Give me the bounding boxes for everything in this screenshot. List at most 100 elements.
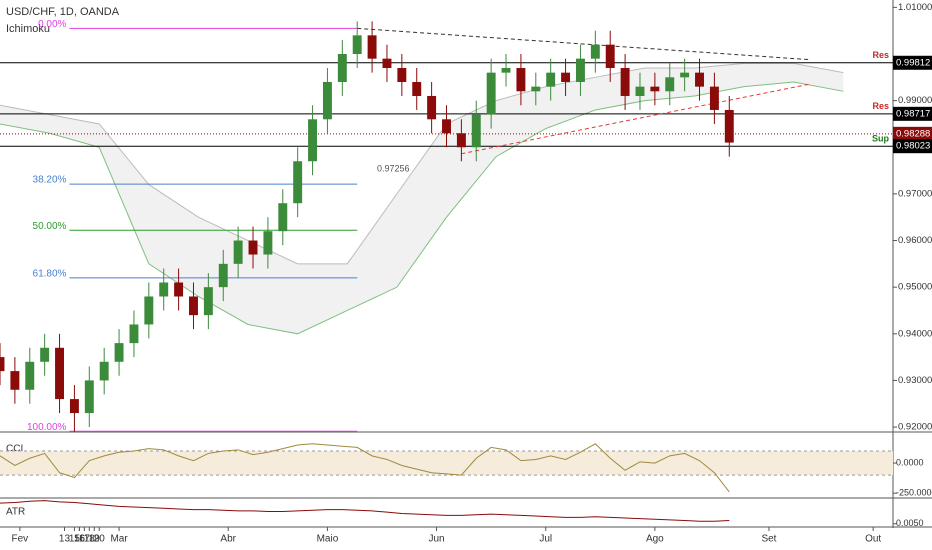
- candle-body: [337, 54, 347, 82]
- candle-body: [561, 72, 571, 82]
- candle-body: [486, 72, 496, 115]
- candle-body: [680, 72, 690, 78]
- fib-label: 0.00%: [38, 19, 66, 30]
- candle-body: [293, 161, 303, 204]
- cci-line: [0, 443, 730, 493]
- x-tick-label: Set: [761, 534, 776, 545]
- x-tick-label: Fev: [12, 534, 29, 545]
- price-box: [893, 106, 932, 121]
- candle-body: [456, 133, 466, 148]
- candle-body: [0, 357, 5, 372]
- candle-body: [575, 58, 585, 82]
- candle-body: [516, 67, 526, 92]
- candle-body: [352, 35, 362, 54]
- indicator-label: Ichimoku: [6, 23, 50, 35]
- candle-body: [69, 399, 79, 414]
- candle-body: [724, 109, 734, 143]
- candle-body: [471, 114, 481, 148]
- fib-label: 100.00%: [27, 422, 67, 433]
- cloud-upper: [0, 62, 844, 265]
- x-tick-label: 13: [59, 534, 71, 545]
- candle-body: [322, 81, 332, 120]
- y-tick-label: 0.97000: [898, 188, 932, 199]
- y-tick-label: 0.92000: [898, 422, 932, 433]
- price-box: [893, 139, 932, 154]
- candle-body: [665, 77, 675, 92]
- x-tick-label: Ago: [646, 534, 664, 545]
- level-name: Res: [872, 101, 889, 111]
- y-tick-label: 0.94000: [898, 328, 932, 339]
- x-tick-label: Abr: [220, 534, 236, 545]
- candle-body: [218, 263, 228, 288]
- candle-body: [203, 287, 213, 316]
- x-tick-label: 16: [74, 534, 86, 545]
- x-tick-label: Jul: [539, 534, 552, 545]
- candle-body: [531, 86, 541, 92]
- candle-body: [189, 296, 198, 316]
- candle-body: [144, 296, 154, 325]
- candle-body: [442, 119, 451, 134]
- candle-body: [159, 282, 169, 297]
- x-tick-label: 17: [79, 534, 91, 545]
- price-box-label: 0.98717: [896, 108, 930, 119]
- x-tick-label: Mar: [110, 534, 128, 545]
- candle-body: [635, 86, 645, 96]
- candle-body: [546, 72, 556, 87]
- x-tick-label: 19: [89, 534, 101, 545]
- x-tick-label: Maio: [317, 534, 339, 545]
- candle-body: [501, 67, 511, 73]
- annotation: 0.97256: [377, 163, 410, 173]
- price-box: [893, 126, 932, 141]
- candle-body: [263, 231, 273, 255]
- candle-body: [55, 347, 64, 400]
- candle-body: [605, 44, 615, 68]
- level-name: Sup: [872, 134, 890, 144]
- y-tick-label: 0.0000: [896, 457, 924, 467]
- pane-label: CCI: [6, 444, 23, 455]
- candle-body: [709, 86, 719, 110]
- candle-body: [248, 240, 258, 255]
- candle-body: [397, 67, 407, 82]
- cci-band: [0, 451, 893, 476]
- fib-label: 61.80%: [33, 268, 67, 279]
- y-tick-label: 0.93000: [898, 375, 932, 386]
- candle-body: [412, 81, 422, 96]
- candle-body: [40, 347, 50, 362]
- y-tick-label: 0.0050: [896, 518, 924, 528]
- candle-body: [427, 95, 437, 120]
- cloud-lower: [0, 81, 844, 335]
- candle-body: [367, 35, 377, 59]
- x-tick-label: 15: [69, 534, 81, 545]
- candle-body: [650, 86, 660, 92]
- atr-line: [0, 500, 730, 522]
- x-tick-label: Out: [865, 534, 881, 545]
- candle-body: [10, 371, 20, 390]
- pane-label: ATR: [6, 507, 25, 518]
- candle-body: [129, 324, 139, 344]
- candle-body: [695, 72, 704, 87]
- price-box-label: 0.99812: [896, 57, 930, 68]
- cloud-area: [0, 63, 844, 334]
- trendline: [461, 83, 809, 155]
- x-tick-label: 18: [84, 534, 96, 545]
- candle-body: [174, 282, 184, 297]
- candle-body: [114, 343, 124, 362]
- trendline: [357, 27, 809, 61]
- candle-body: [278, 203, 288, 232]
- y-tick-label: 0.99000: [898, 95, 932, 106]
- y-tick-label: -250.0000: [896, 488, 932, 498]
- candle-body: [99, 361, 109, 381]
- y-tick-label: 0.95000: [898, 282, 932, 293]
- candle-body: [25, 361, 35, 390]
- price-box-label: 0.98023: [896, 141, 930, 152]
- y-tick-label: 1.01000: [898, 2, 932, 13]
- candle-body: [382, 58, 392, 68]
- candle-body: [620, 67, 630, 96]
- x-tick-label: 16: [74, 534, 86, 545]
- candle-body: [84, 380, 94, 414]
- candle-body: [233, 240, 243, 264]
- y-tick-label: 0.96000: [898, 235, 932, 246]
- x-tick-label: 20: [94, 534, 106, 545]
- level-name: Res: [872, 50, 889, 60]
